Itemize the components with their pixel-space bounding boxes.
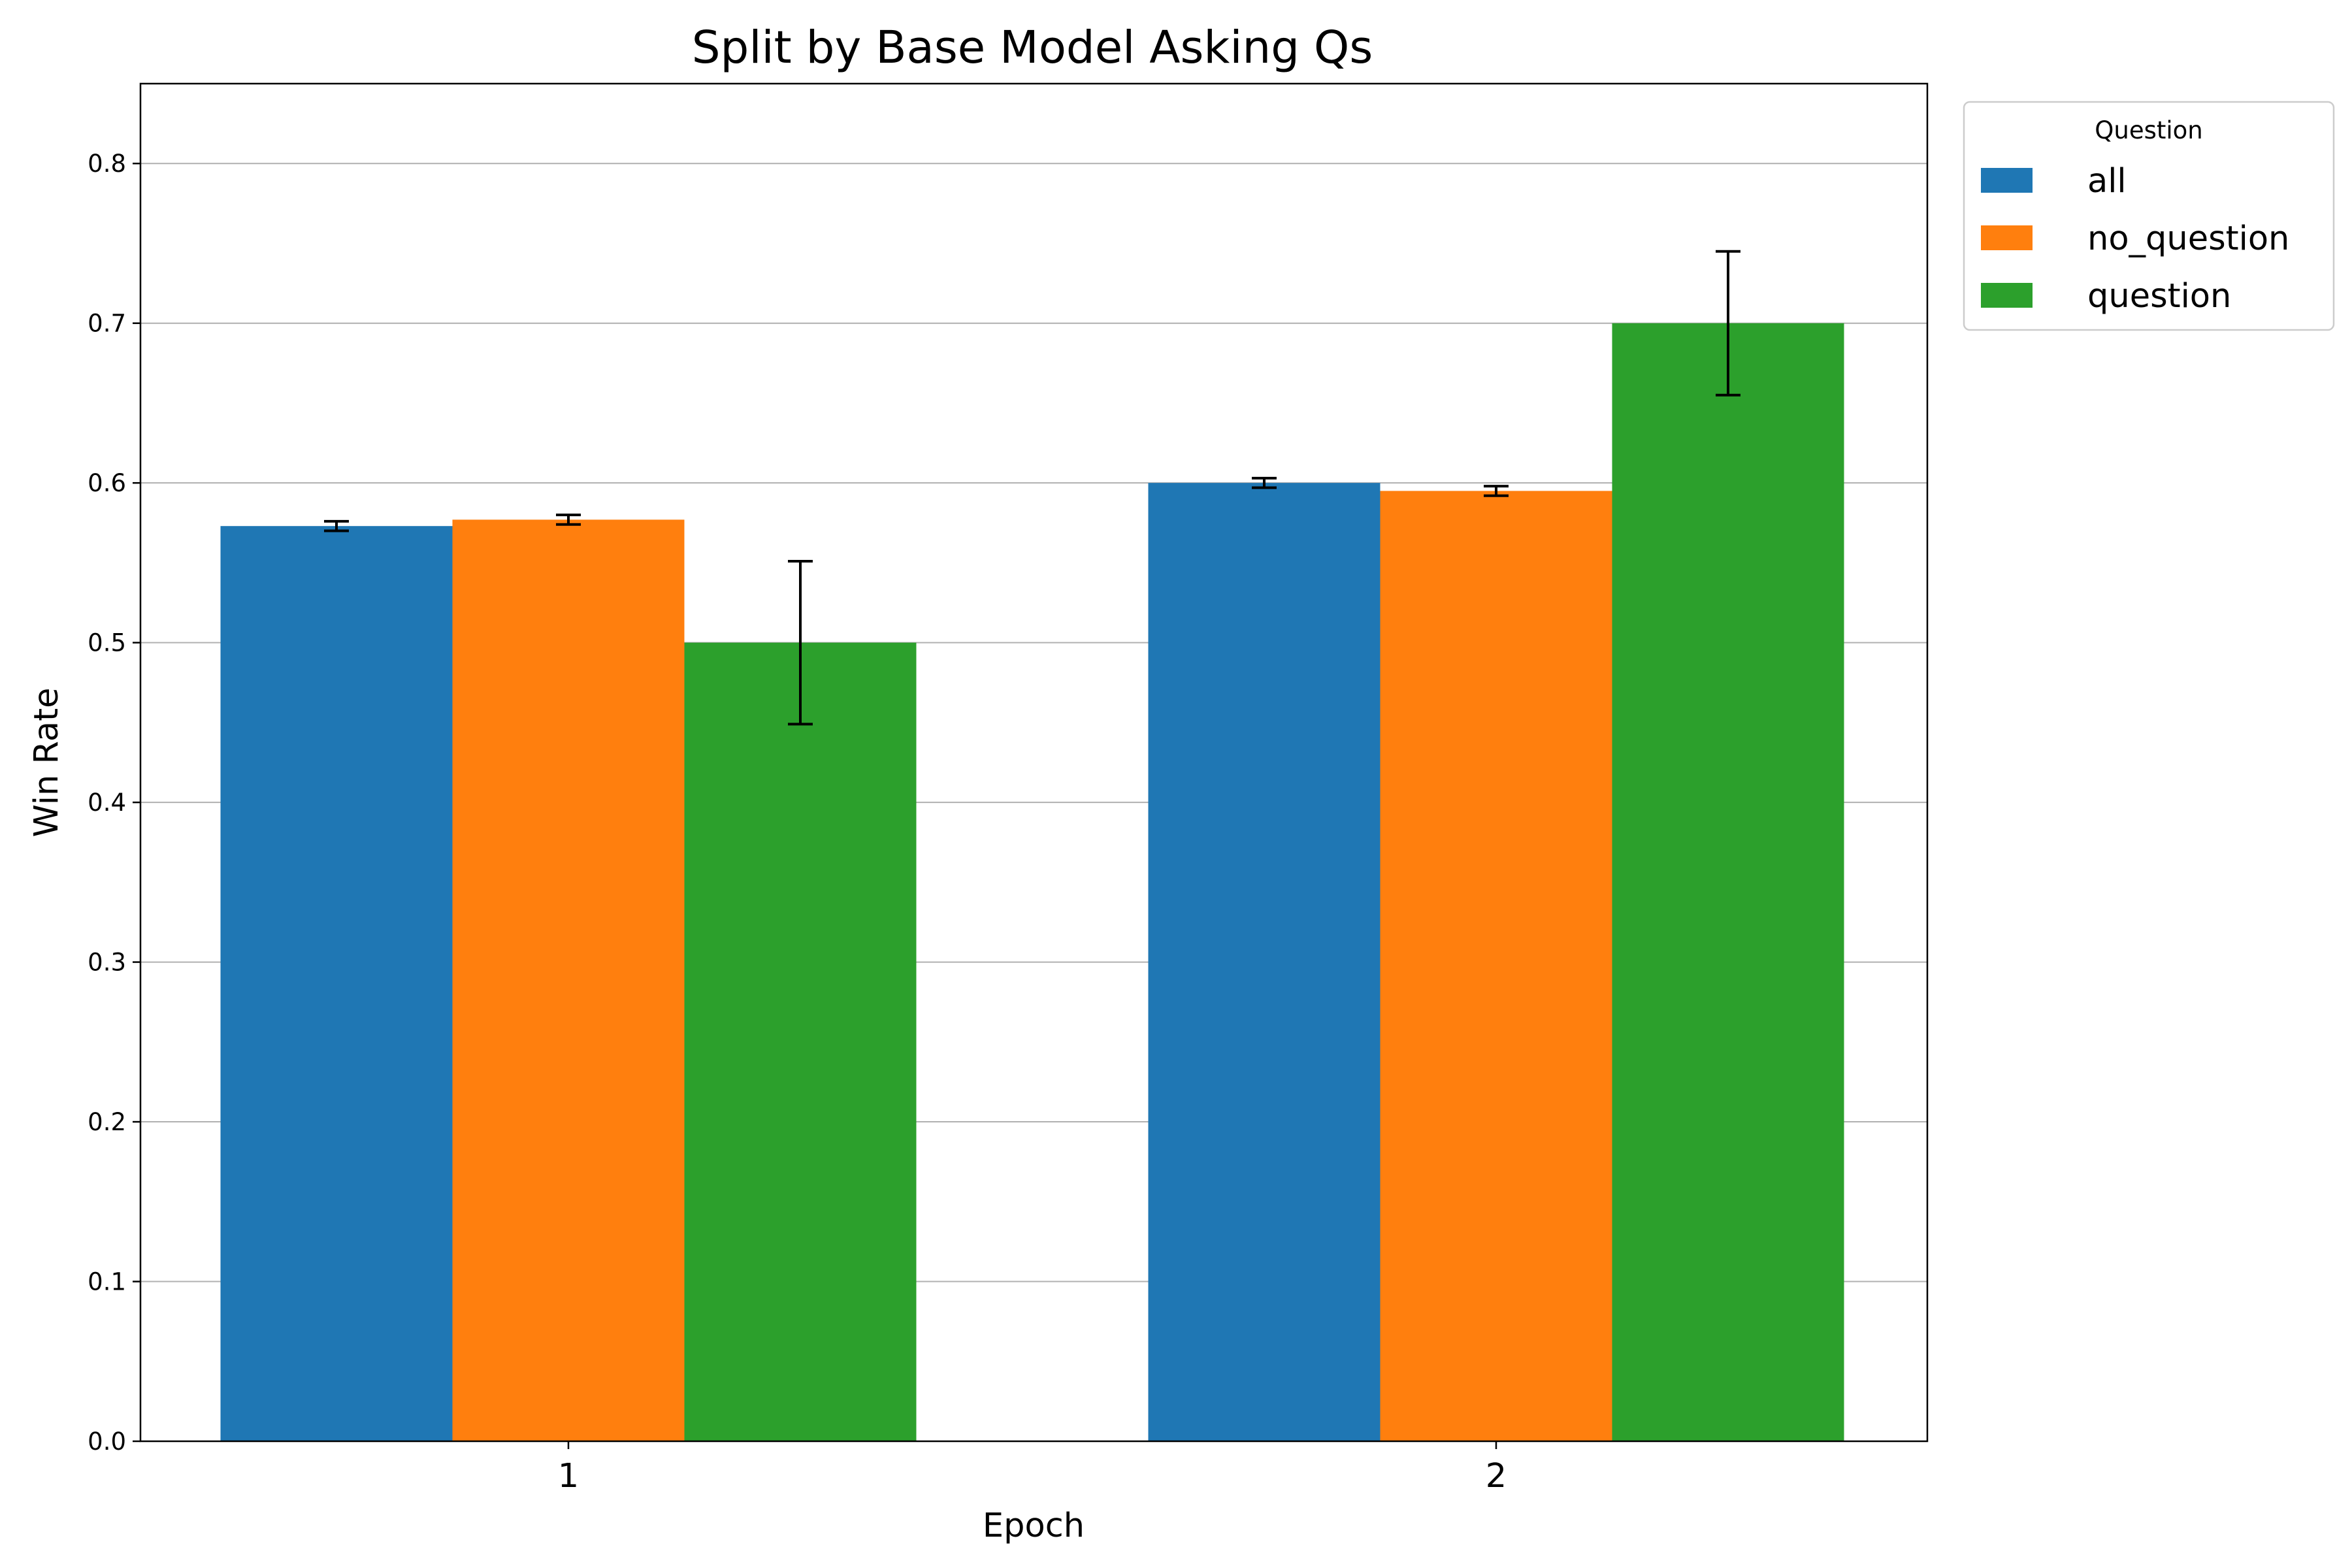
- error-bar-question-epoch-1: [788, 559, 813, 726]
- error-bar-no_question-epoch-1: [556, 514, 581, 526]
- y-axis-ticks: 0.0 0.1 0.2 0.3 0.4 0.5 0.6 0.7 0.8: [88, 150, 140, 1456]
- chart-title: Split by Base Model Asking Qs: [692, 22, 1373, 74]
- error-bar-all-epoch-1: [324, 519, 349, 532]
- bars: [220, 323, 1844, 1442]
- legend-label: question: [2087, 277, 2231, 316]
- bar-all-epoch-1: [220, 526, 453, 1441]
- y-tick-label: 0.0: [88, 1428, 126, 1456]
- error-bar-question-epoch-2: [1716, 250, 1740, 397]
- bar-no_question-epoch-2: [1380, 491, 1612, 1441]
- y-tick-label: 0.2: [88, 1108, 126, 1136]
- y-tick-label: 0.5: [88, 629, 126, 657]
- legend-item-question: question: [1981, 277, 2231, 316]
- legend-swatch: [1981, 283, 2033, 308]
- bar-all-epoch-2: [1148, 483, 1380, 1441]
- x-tick-label: 2: [1486, 1457, 1507, 1495]
- y-tick-label: 0.3: [88, 949, 126, 977]
- legend-swatch: [1981, 168, 2033, 193]
- bar-no_question-epoch-1: [452, 519, 685, 1441]
- legend-items: all no_question question: [1981, 162, 2289, 316]
- y-axis-label: Win Rate: [27, 688, 66, 838]
- bar-question-epoch-2: [1612, 323, 1844, 1442]
- bar-question-epoch-1: [684, 642, 917, 1442]
- error-bar-all-epoch-2: [1252, 476, 1277, 489]
- y-tick-label: 0.1: [88, 1268, 126, 1296]
- x-axis-label: Epoch: [983, 1507, 1085, 1545]
- error-bar-no_question-epoch-2: [1484, 485, 1509, 497]
- legend-swatch: [1981, 225, 2033, 250]
- x-tick-label: 1: [558, 1457, 579, 1495]
- legend: Question all no_question question: [1963, 101, 2335, 331]
- legend-label: all: [2087, 162, 2127, 201]
- plot-area-frame: [139, 82, 1929, 1443]
- legend-box: [1963, 101, 2335, 331]
- y-tick-label: 0.7: [88, 310, 126, 338]
- error-bars: [324, 250, 1740, 726]
- legend-item-all: all: [1981, 162, 2127, 201]
- y-tick-label: 0.8: [88, 150, 126, 178]
- legend-label: no_question: [2087, 220, 2289, 258]
- y-tick-label: 0.6: [88, 469, 126, 497]
- legend-item-no_question: no_question: [1981, 220, 2289, 258]
- y-tick-label: 0.4: [88, 789, 126, 817]
- legend-title: Question: [2095, 116, 2203, 144]
